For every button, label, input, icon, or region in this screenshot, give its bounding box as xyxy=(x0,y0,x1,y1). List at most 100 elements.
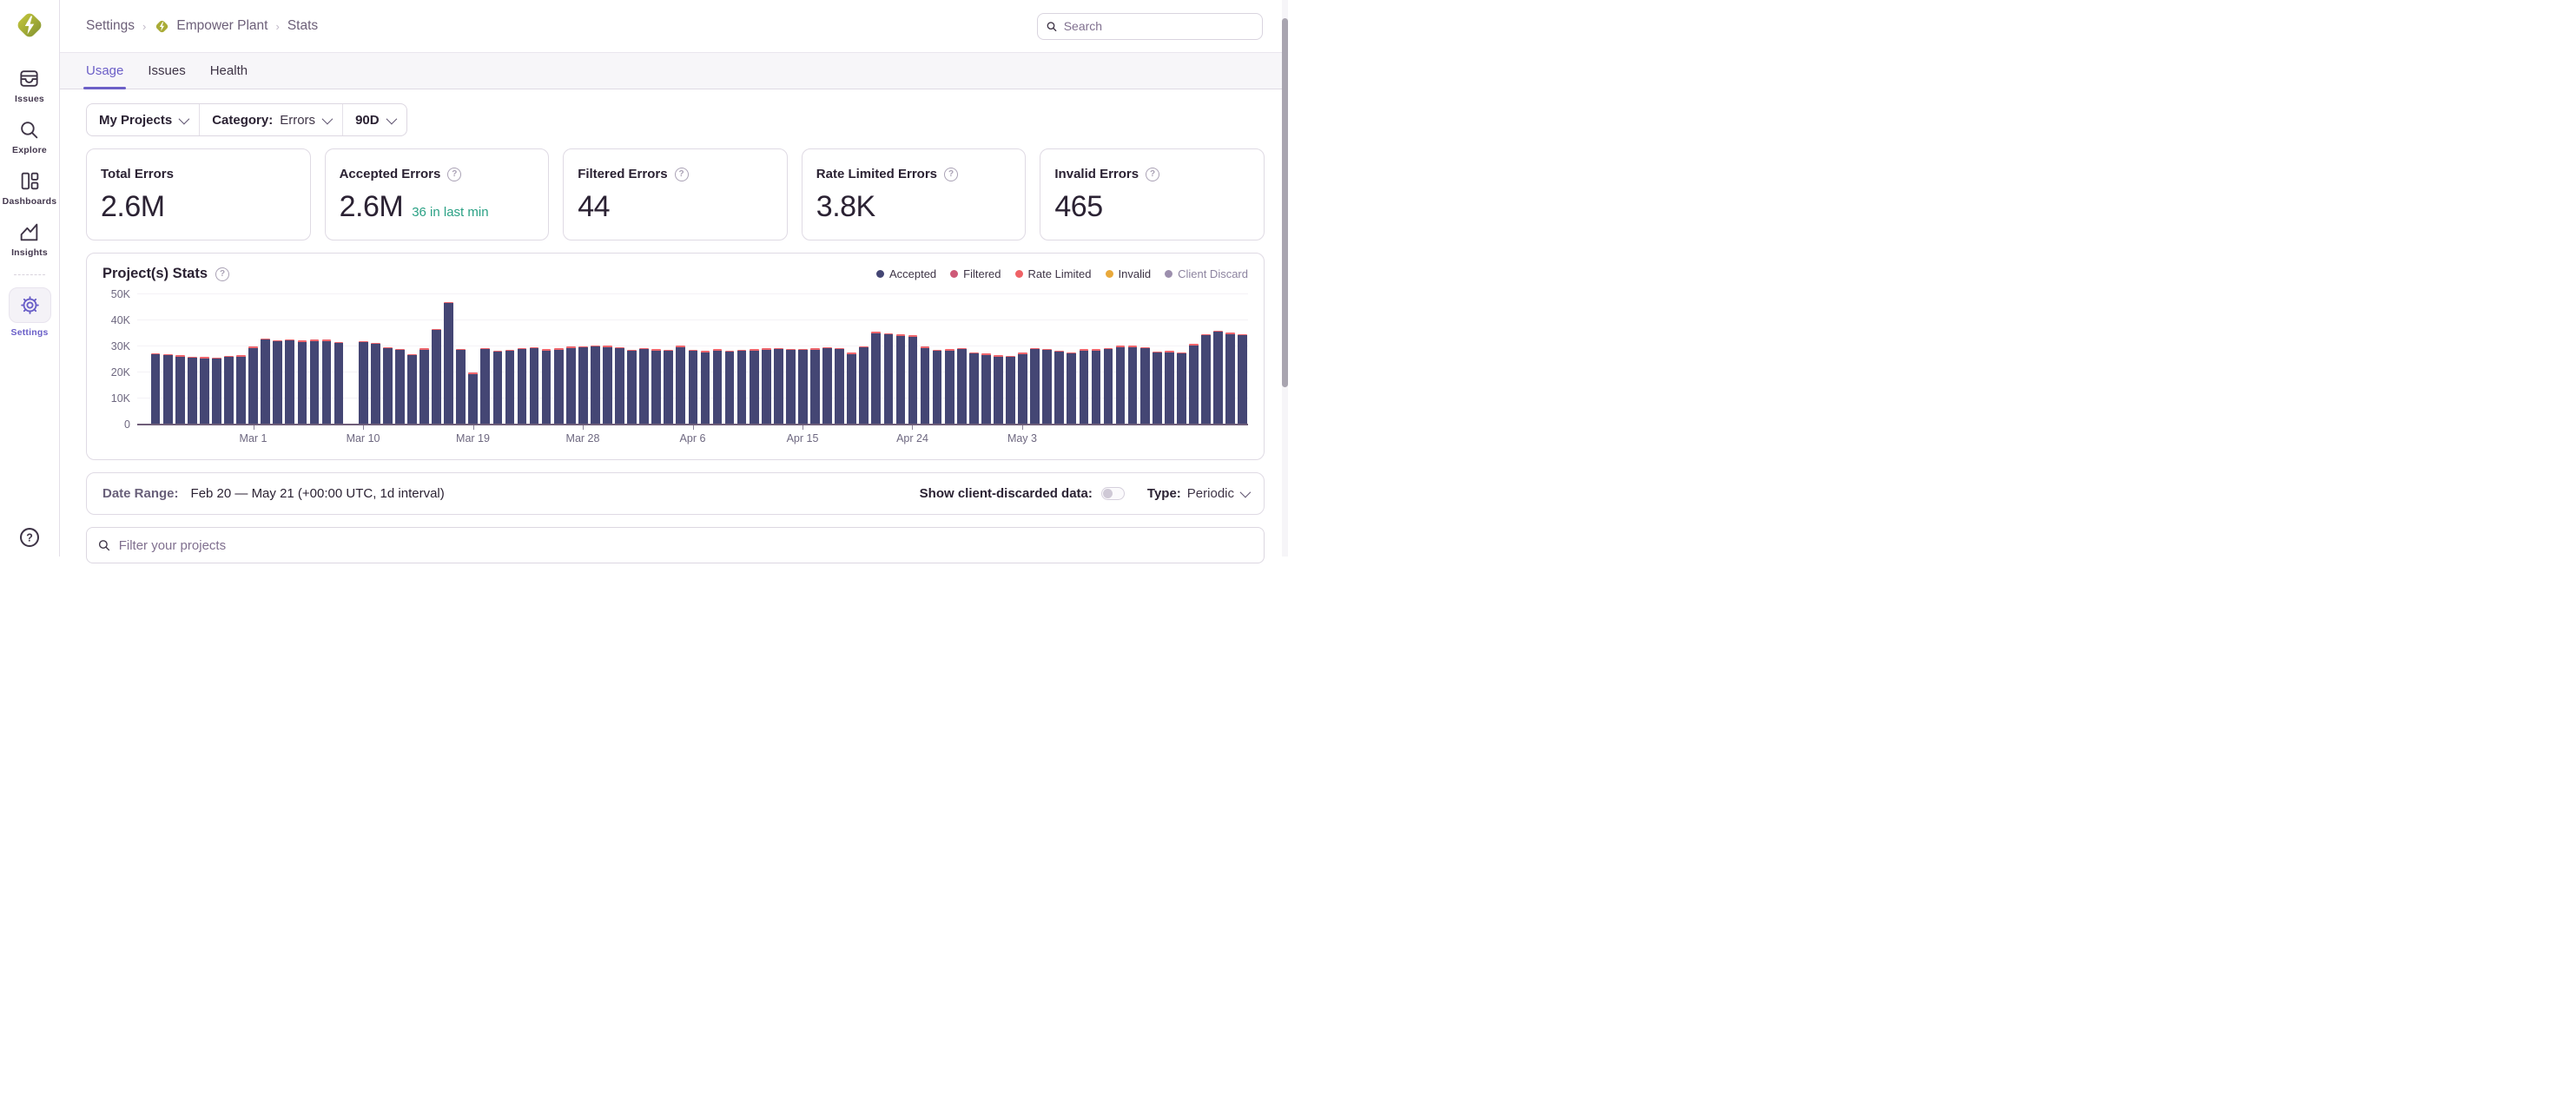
sidebar-item-insights[interactable]: Insights xyxy=(11,221,48,258)
category-selector[interactable]: Category: Errors xyxy=(199,104,342,135)
bar xyxy=(699,294,711,425)
stat-card-value: 2.6M xyxy=(101,190,165,223)
y-tick-label: 30K xyxy=(110,340,130,352)
project-selector[interactable]: My Projects xyxy=(87,104,199,135)
type-value: Periodic xyxy=(1186,486,1234,501)
global-search[interactable] xyxy=(1037,12,1263,40)
bar xyxy=(870,294,882,425)
bar xyxy=(418,294,430,425)
chevron-down-icon xyxy=(386,113,397,124)
bar xyxy=(613,294,625,425)
bar xyxy=(760,294,772,425)
scrollbar-thumb[interactable] xyxy=(1282,18,1288,387)
x-tick-label: May 3 xyxy=(1007,432,1037,445)
svg-text:?: ? xyxy=(26,531,33,543)
bar xyxy=(1199,294,1212,425)
bar xyxy=(552,294,565,425)
question-circle-icon[interactable]: ? xyxy=(1146,167,1160,181)
y-tick-label: 0 xyxy=(124,418,130,431)
sidebar-item-explore[interactable]: Explore xyxy=(12,119,47,155)
legend-item[interactable]: Accepted xyxy=(875,267,936,280)
bar xyxy=(882,294,895,425)
bar xyxy=(772,294,784,425)
bar xyxy=(272,294,284,425)
tab-health[interactable]: Health xyxy=(209,63,248,78)
period-value: 90D xyxy=(355,112,380,128)
question-circle-icon[interactable]: ? xyxy=(674,167,689,181)
bar xyxy=(796,294,809,425)
bar xyxy=(516,294,528,425)
toggle-knob xyxy=(1102,489,1113,498)
tab-usage[interactable]: Usage xyxy=(83,63,127,89)
stat-card: Invalid Errors? 465 xyxy=(1040,148,1265,240)
period-selector[interactable]: 90D xyxy=(342,104,406,135)
bar xyxy=(381,294,393,425)
bar xyxy=(1090,294,1102,425)
search-icon xyxy=(1047,21,1057,31)
chart-plot xyxy=(137,293,1249,425)
stat-card-title: Total Errors xyxy=(101,167,174,181)
bar xyxy=(393,294,406,425)
bar xyxy=(748,294,760,425)
sidebar-item-issues[interactable]: Issues xyxy=(15,68,44,104)
bar xyxy=(137,294,149,425)
x-tick-label: Mar 1 xyxy=(239,432,268,445)
breadcrumb-bar: Settings › Empower Plant › Stats xyxy=(60,0,1282,52)
type-selector[interactable]: Type: Periodic xyxy=(1147,486,1252,501)
bar xyxy=(162,294,174,425)
date-range-label: Date Range: xyxy=(102,486,179,501)
legend-item[interactable]: Rate Limited xyxy=(1014,267,1092,280)
scrollbar-track[interactable] xyxy=(1282,0,1288,556)
bar xyxy=(687,294,699,425)
bar xyxy=(222,294,234,425)
sidebar-item-label: Insights xyxy=(11,247,48,258)
stat-card-subtext: 36 in last min xyxy=(412,205,489,220)
project-filter-input[interactable] xyxy=(118,537,1253,553)
legend-item[interactable]: Filtered xyxy=(950,267,1001,280)
legend-item[interactable]: Client Discard xyxy=(1165,267,1248,280)
bar xyxy=(1126,294,1139,425)
question-circle-icon[interactable]: ? xyxy=(944,167,959,181)
legend-item[interactable]: Invalid xyxy=(1105,267,1151,280)
x-tick-mark xyxy=(472,425,474,430)
chart-x-axis: Mar 1 Mar 10 Mar 19 Mar 28 Apr 6 Apr 15 Apr 24… xyxy=(137,425,1248,451)
stat-card-value: 44 xyxy=(578,190,611,223)
bar xyxy=(968,294,980,425)
help-icon[interactable]: ? xyxy=(18,526,41,549)
bar xyxy=(784,294,796,425)
breadcrumb-settings-link[interactable]: Settings xyxy=(86,18,135,33)
bar xyxy=(1078,294,1090,425)
tab-issues[interactable]: Issues xyxy=(148,63,186,78)
sidebar-item-label: Dashboards xyxy=(2,196,57,207)
bar xyxy=(1212,294,1225,425)
question-circle-icon[interactable]: ? xyxy=(447,167,462,181)
breadcrumb-project-link[interactable]: Empower Plant xyxy=(154,18,268,35)
bar xyxy=(528,294,540,425)
search-input[interactable] xyxy=(1063,19,1254,33)
y-tick-label: 40K xyxy=(110,314,130,326)
x-tick-label: Mar 10 xyxy=(346,432,380,445)
x-tick-mark xyxy=(692,425,694,430)
sidebar-item-dashboards[interactable]: Dashboards xyxy=(3,170,57,207)
client-discard-toggle-label: Show client-discarded data: xyxy=(919,486,1093,501)
chart-area: 0 10K 20K 30K 40K 50K xyxy=(102,288,1249,431)
bar xyxy=(1004,294,1016,425)
x-tick-mark xyxy=(912,425,914,430)
bar xyxy=(540,294,552,425)
sidebar-item-settings[interactable]: Settings xyxy=(8,287,51,338)
bar xyxy=(1237,294,1249,425)
sentry-logo-icon[interactable] xyxy=(13,9,46,42)
client-discard-toggle[interactable] xyxy=(1100,487,1125,500)
stat-card-value: 2.6M xyxy=(339,190,404,223)
question-circle-icon[interactable]: ? xyxy=(215,267,230,281)
content: My Projects Category: Errors 90D Total E… xyxy=(60,89,1282,563)
project-filter[interactable] xyxy=(86,527,1265,563)
legend-label: Rate Limited xyxy=(1027,267,1092,280)
x-tick-mark xyxy=(1021,425,1023,430)
bar xyxy=(736,294,748,425)
bar xyxy=(846,294,858,425)
explore-search-icon xyxy=(21,122,38,139)
project-selector-label: My Projects xyxy=(99,112,173,128)
bar xyxy=(1175,294,1187,425)
bar xyxy=(149,294,162,425)
